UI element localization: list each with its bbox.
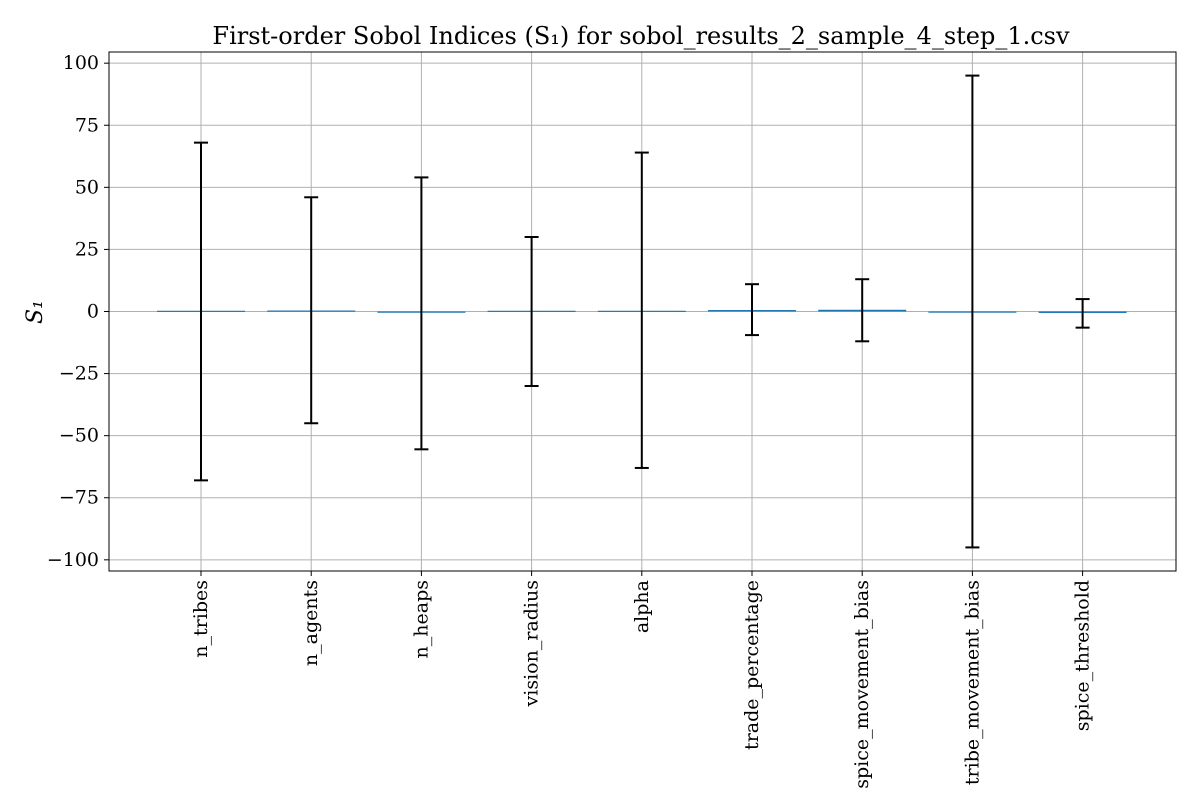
y-tick-label: −50 <box>59 425 99 447</box>
x-tick-label-trade_percentage: trade_percentage <box>741 580 763 750</box>
y-tick-label: −100 <box>47 549 99 571</box>
y-tick-label: −25 <box>59 363 99 385</box>
chart-title: First-order Sobol Indices (S₁) for sobol… <box>212 22 1070 50</box>
y-tick-label: 25 <box>75 238 99 260</box>
x-tick-label-spice_threshold: spice_threshold <box>1072 580 1094 731</box>
x-tick-label-tribe_movement_bias: tribe_movement_bias <box>961 580 983 785</box>
x-tick-label-n_agents: n_agents <box>300 580 322 666</box>
x-tick-label-spice_movement_bias: spice_movement_bias <box>851 580 873 789</box>
y-tick-layer: −100 −75 −50 −25 0 25 50 75 100 <box>47 52 109 571</box>
y-tick-label: 0 <box>87 301 99 323</box>
y-tick-label: 100 <box>63 52 99 74</box>
y-tick-label: 50 <box>75 176 99 198</box>
y-tick-label: 75 <box>75 114 99 136</box>
error-bar-layer <box>194 74 1090 549</box>
y-axis-label: S₁ <box>23 300 48 324</box>
plot-frame <box>108 51 1177 572</box>
x-tick-layer: n_tribes n_agents n_heaps vision_radius alph… <box>190 571 1094 789</box>
x-tick-label-n_heaps: n_heaps <box>410 580 432 658</box>
x-tick-label-alpha: alpha <box>631 580 653 633</box>
x-tick-label-vision_radius: vision_radius <box>521 580 543 707</box>
x-tick-label-n_tribes: n_tribes <box>190 580 212 658</box>
y-tick-label: −75 <box>59 487 99 509</box>
